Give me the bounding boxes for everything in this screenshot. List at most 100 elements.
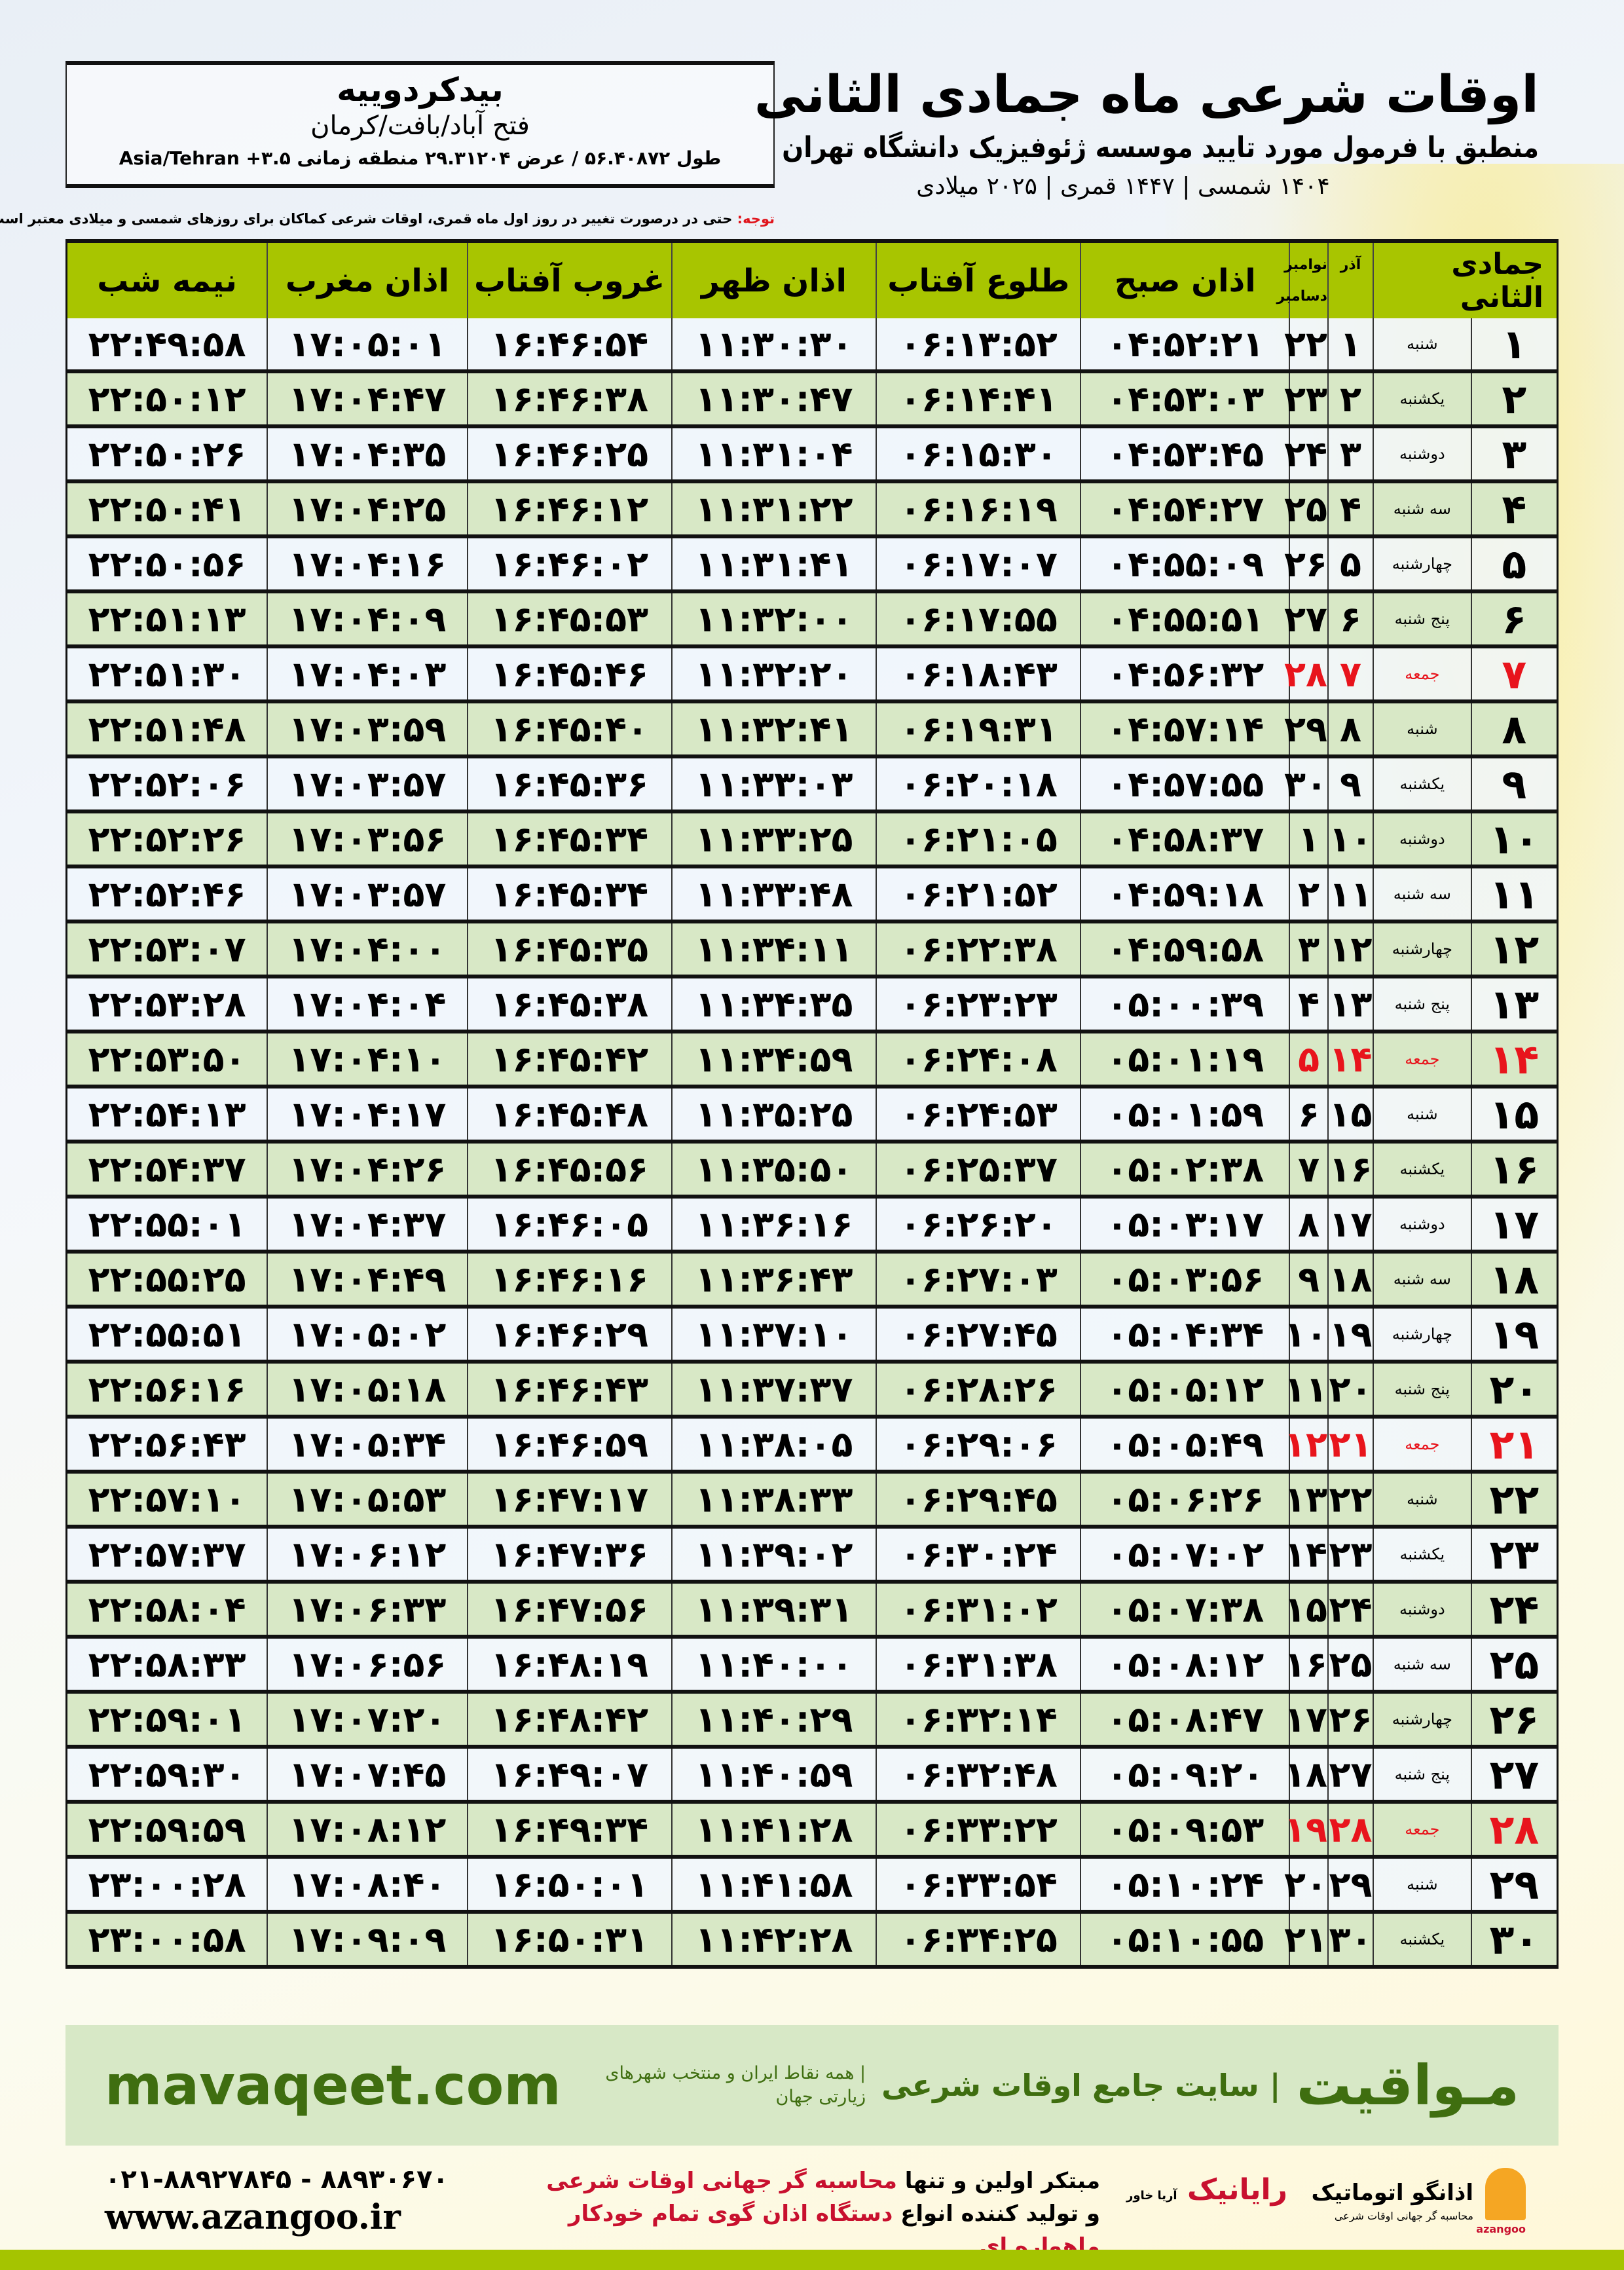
- raianik-sub: آریا خاور: [1126, 2189, 1177, 2203]
- maghrib-time: ۱۷:۰۳:۵۶: [267, 811, 468, 868]
- col-sunset: غروب آفتاب: [466, 239, 672, 318]
- day-number: ۱۱: [1470, 866, 1558, 923]
- fajr-time: ۰۵:۱۰:۲۴: [1080, 1857, 1290, 1914]
- weekday: چهارشنبه: [1373, 1692, 1471, 1749]
- maghrib-time: ۱۷:۰۴:۳۷: [267, 1197, 468, 1254]
- azangoo-latin: azangoo: [1476, 2223, 1526, 2235]
- fajr-time: ۰۴:۵۹:۱۸: [1080, 866, 1290, 923]
- sunrise-time: ۰۶:۱۶:۱۹: [876, 481, 1081, 538]
- sunset-time: ۱۶:۴۵:۵۳: [466, 591, 672, 648]
- weekday: دوشنبه: [1373, 811, 1471, 868]
- maghrib-time: ۱۷:۰۴:۳۵: [267, 426, 468, 483]
- midnight-time: ۲۲:۵۹:۳۰: [65, 1747, 268, 1804]
- midnight-time: ۲۳:۰۰:۲۸: [65, 1857, 268, 1914]
- table-row: ۲۶ چهارشنبه ۲۶ ۱۷ ۰۵:۰۸:۴۷ ۰۶:۳۲:۱۴ ۱۱:۴۰:۲۹ ۱۶…: [65, 1692, 1558, 1749]
- gregorian-date: ۶: [1289, 1087, 1328, 1144]
- sunrise-time: ۰۶:۱۸:۴۳: [876, 646, 1081, 703]
- table-row: ۲۲ شنبه ۲۲ ۱۳ ۰۵:۰۶:۲۶ ۰۶:۲۹:۴۵ ۱۱:۳۸:۳۳ ۱۶:۴۷:…: [65, 1472, 1558, 1529]
- fajr-time: ۰۴:۵۶:۳۲: [1080, 646, 1290, 703]
- sunset-time: ۱۶:۴۵:۳۸: [466, 977, 672, 1033]
- fajr-time: ۰۴:۵۵:۵۱: [1080, 591, 1290, 648]
- location-box: بیدکردوییه فتح آباد/بافت/کرمان طول ۵۶.۴۰…: [65, 61, 775, 188]
- table-row: ۲ یکشنبه ۲ ۲۳ ۰۴:۵۳:۰۳ ۰۶:۱۴:۴۱ ۱۱:۳۰:۴۷ ۱۶:۴۶:…: [65, 371, 1558, 428]
- table-row: ۱۴ جمعه ۱۴ ۵ ۰۵:۰۱:۱۹ ۰۶:۲۴:۰۸ ۱۱:۳۴:۵۹ ۱۶:۴۵:۴…: [65, 1032, 1558, 1088]
- midnight-time: ۲۲:۵۶:۱۶: [65, 1362, 268, 1419]
- year-line: ۱۴۰۴ شمسی | ۱۴۴۷ قمری | ۲۰۲۵ میلادی: [916, 173, 1330, 200]
- dhuhr-time: ۱۱:۴۱:۲۸: [671, 1802, 877, 1859]
- day-number: ۲۲: [1470, 1472, 1558, 1529]
- day-number: ۵: [1470, 536, 1558, 593]
- weekday: شنبه: [1373, 1087, 1471, 1144]
- day-number: ۱۴: [1470, 1032, 1558, 1088]
- maghrib-time: ۱۷:۰۷:۲۰: [267, 1692, 468, 1749]
- sunrise-time: ۰۶:۲۷:۰۳: [876, 1252, 1081, 1309]
- azar-date: ۳۰: [1327, 1912, 1374, 1969]
- dhuhr-time: ۱۱:۳۶:۱۶: [671, 1197, 877, 1254]
- midnight-time: ۲۲:۵۹:۵۹: [65, 1802, 268, 1859]
- gregorian-date: ۱۱: [1284, 1362, 1328, 1419]
- table-row: ۱۹ چهارشنبه ۱۹ ۱۰ ۰۵:۰۴:۳۴ ۰۶:۲۷:۴۵ ۱۱:۳۷:۱۰ ۱۶…: [65, 1307, 1558, 1364]
- azar-date: ۱۴: [1327, 1032, 1374, 1088]
- promo-text: مبتکر اولین و تنها محاسبه گر جهانی اوقات…: [524, 2165, 1100, 2263]
- fajr-time: ۰۵:۰۲:۳۸: [1080, 1142, 1290, 1199]
- azar-date: ۱۱: [1327, 866, 1374, 923]
- gregorian-date: ۱۳: [1284, 1472, 1328, 1529]
- sunrise-time: ۰۶:۱۳:۵۲: [876, 318, 1081, 373]
- table-row: ۴ سه شنبه ۴ ۲۵ ۰۴:۵۴:۲۷ ۰۶:۱۶:۱۹ ۱۱:۳۱:۲۲ ۱۶:۴۶…: [65, 481, 1558, 538]
- fajr-time: ۰۴:۵۷:۱۴: [1080, 701, 1290, 758]
- weekday: شنبه: [1373, 701, 1471, 758]
- phone-numbers: ۰۲۱-۸۸۹۲۷۸۴۵ - ۸۸۹۳۰۶۷۰: [105, 2165, 449, 2195]
- dhuhr-time: ۱۱:۳۷:۳۷: [671, 1362, 877, 1419]
- table-row: ۱۱ سه شنبه ۱۱ ۲ ۰۴:۵۹:۱۸ ۰۶:۲۱:۵۲ ۱۱:۳۳:۴۸ ۱۶:۴…: [65, 866, 1558, 923]
- sunrise-time: ۰۶:۳۱:۳۸: [876, 1637, 1081, 1694]
- fajr-time: ۰۴:۵۹:۵۸: [1080, 921, 1290, 978]
- maghrib-time: ۱۷:۰۴:۰۹: [267, 591, 468, 648]
- gregorian-date: ۸: [1289, 1197, 1328, 1254]
- fajr-time: ۰۵:۰۵:۱۲: [1080, 1362, 1290, 1419]
- azar-date: ۱۵: [1327, 1087, 1374, 1144]
- gregorian-date: ۱۴: [1284, 1527, 1328, 1584]
- sunset-time: ۱۶:۴۵:۴۰: [466, 701, 672, 758]
- dhuhr-time: ۱۱:۳۶:۴۳: [671, 1252, 877, 1309]
- maghrib-time: ۱۷:۰۴:۲۵: [267, 481, 468, 538]
- page-subtitle: منطبق با فرمول مورد تایید موسسه ژئوفیزیک…: [782, 131, 1539, 164]
- gregorian-date: ۲: [1289, 866, 1328, 923]
- midnight-time: ۲۲:۵۱:۱۳: [65, 591, 268, 648]
- table-row: ۱۸ سه شنبه ۱۸ ۹ ۰۵:۰۳:۵۶ ۰۶:۲۷:۰۳ ۱۱:۳۶:۴۳ ۱۶:۴…: [65, 1252, 1558, 1309]
- azangoo-link[interactable]: www.azangoo.ir: [105, 2197, 401, 2237]
- city-name: بیدکردوییه: [337, 71, 504, 109]
- dhuhr-time: ۱۱:۴۱:۵۸: [671, 1857, 877, 1914]
- dhuhr-time: ۱۱:۴۰:۵۹: [671, 1747, 877, 1804]
- day-number: ۶: [1470, 591, 1558, 648]
- fajr-time: ۰۵:۰۵:۴۹: [1080, 1417, 1290, 1474]
- fajr-time: ۰۵:۰۹:۵۳: [1080, 1802, 1290, 1859]
- page-title: اوقات شرعی ماه جمادی الثانی: [754, 65, 1539, 124]
- maghrib-time: ۱۷:۰۹:۰۹: [267, 1912, 468, 1969]
- sunset-time: ۱۶:۵۰:۳۱: [466, 1912, 672, 1969]
- weekday: یکشنبه: [1373, 1142, 1471, 1199]
- midnight-time: ۲۲:۵۸:۳۳: [65, 1637, 268, 1694]
- day-number: ۲۴: [1470, 1582, 1558, 1639]
- azangoo-logo: اذانگو اتوماتیک محاسبه گر جهانی اوقات شر…: [1303, 2168, 1526, 2240]
- mavaqeet-link[interactable]: mavaqeet.com: [105, 2053, 561, 2117]
- sunrise-time: ۰۶:۳۱:۰۲: [876, 1582, 1081, 1639]
- weekday: چهارشنبه: [1373, 921, 1471, 978]
- sunrise-time: ۰۶:۲۱:۰۵: [876, 811, 1081, 868]
- day-number: ۱۹: [1470, 1307, 1558, 1364]
- sunset-time: ۱۶:۴۵:۳۶: [466, 756, 672, 813]
- sunset-time: ۱۶:۴۶:۱۲: [466, 481, 672, 538]
- gregorian-date: ۲۷: [1284, 591, 1328, 648]
- midnight-time: ۲۲:۵۸:۰۴: [65, 1582, 268, 1639]
- maghrib-time: ۱۷:۰۳:۵۹: [267, 701, 468, 758]
- sunset-time: ۱۶:۴۵:۴۸: [466, 1087, 672, 1144]
- midnight-time: ۲۲:۵۳:۲۸: [65, 977, 268, 1033]
- gregorian-date: ۲۴: [1284, 426, 1328, 483]
- day-number: ۱۳: [1470, 977, 1558, 1033]
- maghrib-time: ۱۷:۰۴:۰۳: [267, 646, 468, 703]
- dhuhr-time: ۱۱:۳۹:۳۱: [671, 1582, 877, 1639]
- weekday: پنج شنبه: [1373, 977, 1471, 1033]
- sunset-time: ۱۶:۴۵:۳۴: [466, 811, 672, 868]
- azar-date: ۲۳: [1327, 1527, 1374, 1584]
- maghrib-time: ۱۷:۰۴:۱۰: [267, 1032, 468, 1088]
- sunset-time: ۱۶:۴۶:۵۴: [466, 318, 672, 373]
